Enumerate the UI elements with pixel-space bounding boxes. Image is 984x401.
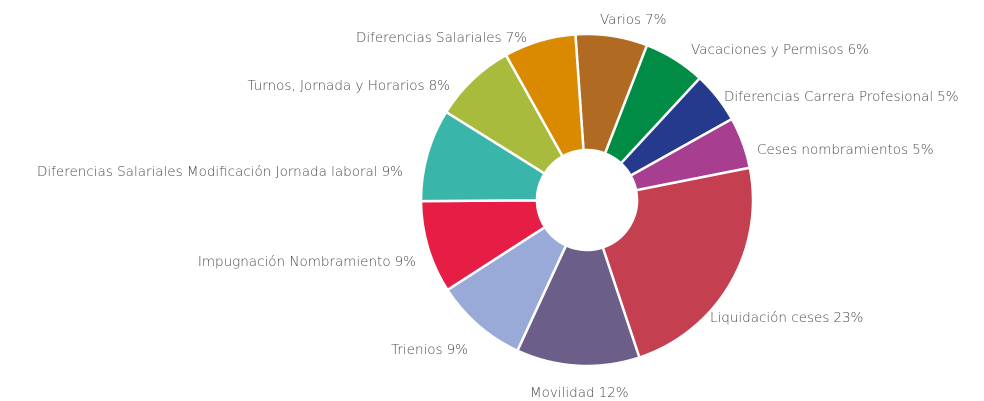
slice-label: Trienios 9% [391,342,468,358]
value-label: 23% [833,310,863,326]
value-label: 9% [395,254,416,270]
category-label: Liquidación ceses [710,310,829,326]
value-label: 5% [912,142,933,158]
value-label: 12% [599,385,629,401]
value-label: 8% [429,78,450,94]
category-label: Vacaciones y Permisos [691,42,844,58]
slice-label: Varios 7% [600,12,666,28]
category-label: Turnos, Jornada y Horarios [247,78,424,94]
value-label: 9% [382,164,403,180]
value-label: 7% [645,12,666,28]
value-label: 5% [937,89,958,105]
slice-label: Movilidad 12% [530,385,629,401]
category-label: Varios [600,12,641,28]
donut-slice [515,243,641,368]
donut-slice [601,166,755,360]
slice-label: Vacaciones y Permisos 6% [691,42,869,58]
category-label: Diferencias Salariales [356,30,502,46]
slice-label: Diferencias Salariales Modificación Jorn… [37,164,403,180]
slice-label: Impugnación Nombramiento 9% [198,254,416,270]
slice-label: Ceses nombramientos 5% [757,142,934,158]
slice-label: Diferencias Carrera Profesional 5% [724,89,959,105]
category-label: Ceses nombramientos [757,142,908,158]
category-label: Impugnación Nombramiento [198,254,391,270]
value-label: 7% [506,30,527,46]
category-label: Diferencias Salariales Modificación Jorn… [37,164,378,180]
value-label: 6% [848,42,869,58]
value-label: 9% [447,342,468,358]
category-label: Movilidad [530,385,595,401]
slice-label: Diferencias Salariales 7% [356,30,527,46]
category-label: Diferencias Carrera Profesional [724,89,933,105]
slice-label: Turnos, Jornada y Horarios 8% [247,78,450,94]
slice-label: Liquidación ceses 23% [710,310,863,326]
donut-slice [504,33,585,159]
category-label: Trienios [391,342,442,358]
